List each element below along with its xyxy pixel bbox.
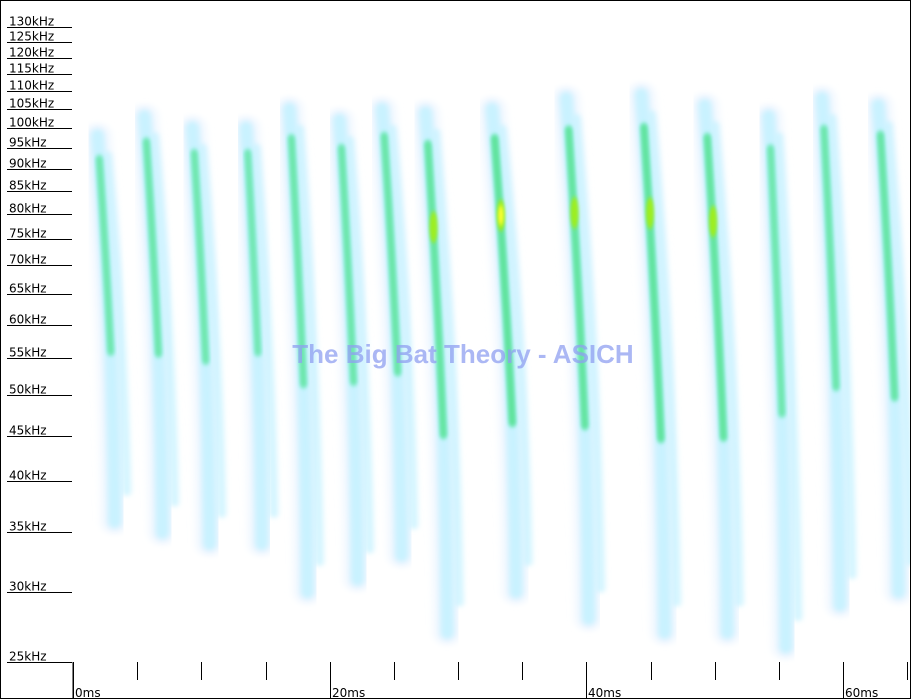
call-echo	[387, 124, 419, 530]
y-tick-label: 65kHz	[9, 282, 47, 296]
call-echo	[344, 135, 374, 554]
y-axis: 25kHz 30kHz 35kHz 40kHz 45kHz 50kHz 55kHz 60kHz…	[7, 15, 72, 664]
call-echo	[149, 132, 179, 507]
x-tick-label: 20ms	[332, 686, 365, 699]
call-hotspot	[429, 211, 438, 244]
y-tick-label: 105kHz	[9, 97, 54, 111]
call-14	[810, 86, 857, 617]
y-tick-label: 95kHz	[9, 136, 47, 150]
call-7	[370, 97, 419, 568]
x-tick-label: 0ms	[75, 686, 101, 699]
y-tick-label: 70kHz	[9, 253, 47, 267]
call-ridge	[565, 126, 589, 430]
call-8	[413, 100, 464, 645]
call-ridge	[640, 123, 665, 443]
call-ridge	[424, 140, 447, 439]
call-4	[234, 116, 279, 556]
x-axis: 0ms 20ms 40ms 60ms	[72, 662, 908, 699]
call-hotspot	[570, 196, 579, 229]
y-tick-label: 75kHz	[9, 227, 47, 241]
call-echo	[883, 121, 910, 567]
call-echo	[571, 113, 606, 593]
y-tick-label: 40kHz	[9, 469, 47, 483]
y-tick-label: 50kHz	[9, 383, 47, 397]
call-3	[180, 116, 227, 556]
y-tick-label: 115kHz	[9, 62, 54, 76]
y-tick-label: 85kHz	[9, 179, 47, 193]
call-ridge	[381, 132, 401, 376]
call-ridge	[338, 144, 357, 385]
y-tick-label: 120kHz	[9, 46, 54, 60]
call-ridge	[288, 135, 307, 388]
call-5	[277, 97, 324, 604]
call-echo	[646, 110, 682, 607]
x-tick-label: 60ms	[845, 686, 878, 699]
call-6	[327, 108, 374, 592]
y-tick-label: 25kHz	[9, 650, 47, 664]
call-ridge	[820, 125, 840, 391]
call-10	[554, 86, 606, 631]
y-tick-label: 100kHz	[9, 116, 54, 130]
call-echo	[827, 113, 857, 580]
call-hotspot	[645, 197, 654, 230]
call-peak	[498, 205, 504, 226]
call-15	[866, 93, 910, 604]
call-echo	[251, 143, 279, 519]
call-ridge	[244, 150, 261, 356]
call-echo	[294, 124, 324, 567]
call-echo	[197, 143, 227, 519]
watermark-text: The Big Bat Theory - ASICH	[292, 339, 633, 369]
y-tick-label: 60kHz	[9, 313, 47, 327]
call-ridge	[877, 131, 898, 401]
call-12	[692, 93, 744, 645]
call-echo	[102, 151, 132, 497]
call-ridge	[96, 155, 114, 355]
call-ridge	[703, 133, 727, 441]
call-1	[85, 123, 132, 534]
x-tick-label: 40ms	[588, 686, 621, 699]
call-13	[756, 104, 803, 659]
call-ridge	[191, 149, 209, 364]
call-echo	[431, 128, 464, 607]
y-tick-label: 45kHz	[9, 424, 47, 438]
call-ridge	[491, 134, 516, 427]
call-hotspot	[709, 205, 718, 238]
calls-layer	[85, 82, 910, 659]
y-tick-label: 90kHz	[9, 157, 47, 171]
y-tick-label: 30kHz	[9, 580, 47, 594]
call-echo	[710, 121, 744, 607]
call-ridge	[767, 145, 786, 417]
y-tick-label: 110kHz	[9, 79, 54, 93]
call-2	[132, 104, 179, 545]
y-tick-label: 125kHz	[9, 30, 54, 44]
call-echo	[497, 124, 533, 567]
call-ridge	[143, 138, 162, 357]
call-11	[629, 82, 682, 645]
y-tick-label: 130kHz	[9, 15, 54, 29]
call-9	[480, 97, 533, 604]
y-tick-label: 35kHz	[9, 520, 47, 534]
y-tick-label: 80kHz	[9, 202, 47, 216]
y-tick-label: 55kHz	[9, 346, 47, 360]
call-echo	[774, 132, 803, 622]
